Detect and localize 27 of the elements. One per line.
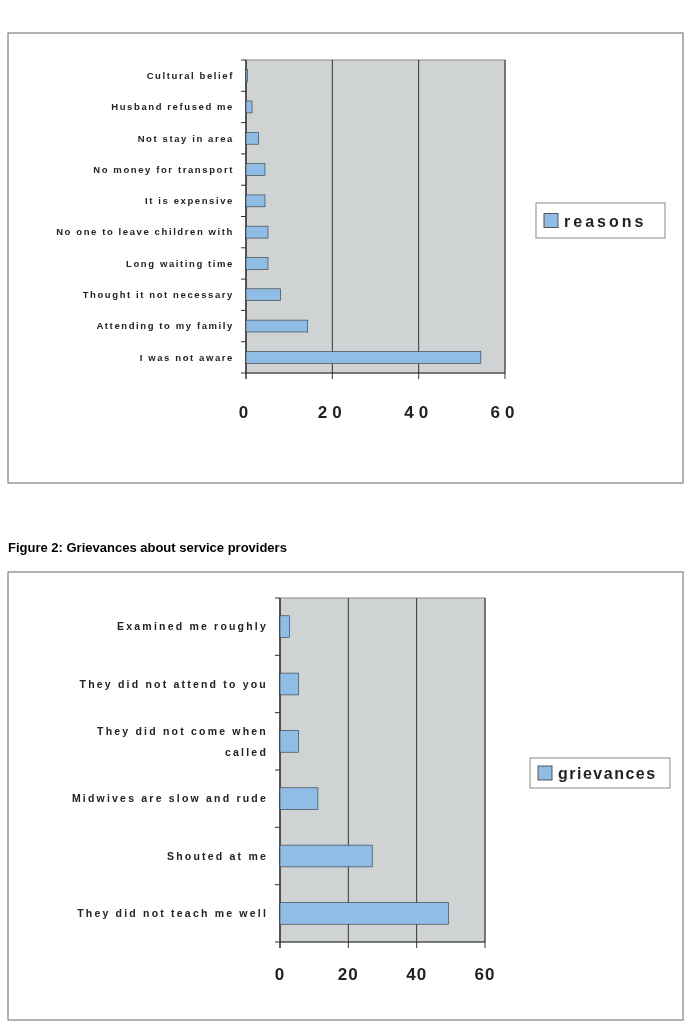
y-tick-label: Examined me roughly xyxy=(117,620,268,633)
y-tick-label: I was not aware xyxy=(139,351,234,363)
y-tick-label: They did not attend to you xyxy=(79,677,268,690)
y-tick-label: Attending to my family xyxy=(96,320,234,332)
y-tick-label: They did not come when called xyxy=(97,724,268,758)
y-tick-label: No one to leave children with xyxy=(56,226,234,238)
legend-label: grievances xyxy=(558,765,657,782)
y-tick-label: Long waiting time xyxy=(126,257,234,269)
y-tick-label: They did not teach me well xyxy=(77,907,268,920)
legend-label: reasons xyxy=(564,212,647,230)
x-tick-label: 0 xyxy=(238,403,254,422)
y-tick-label: It is expensive xyxy=(145,195,234,207)
y-tick-label: Shouted at me xyxy=(167,849,268,862)
text: Figure 2: Grievances about service providers xyxy=(8,540,287,555)
x-tick-label: 20 xyxy=(317,403,347,422)
x-tick-label: 40 xyxy=(404,403,434,422)
x-tick-label: 20 xyxy=(337,965,359,984)
x-tick-label: 60 xyxy=(490,403,520,422)
y-tick-label: Not stay in area xyxy=(137,132,234,144)
x-tick-label: 60 xyxy=(474,965,496,984)
x-tick-label: 0 xyxy=(274,965,286,984)
y-tick-label: Cultural belief xyxy=(146,69,234,81)
y-tick-label: Thought it not necessary xyxy=(82,289,234,301)
y-tick-label: Midwives are slow and rude xyxy=(71,792,268,805)
x-tick-label: 40 xyxy=(406,965,428,984)
y-tick-label: Husband refused me xyxy=(111,101,234,113)
y-tick-label: No money for transport xyxy=(93,163,234,175)
